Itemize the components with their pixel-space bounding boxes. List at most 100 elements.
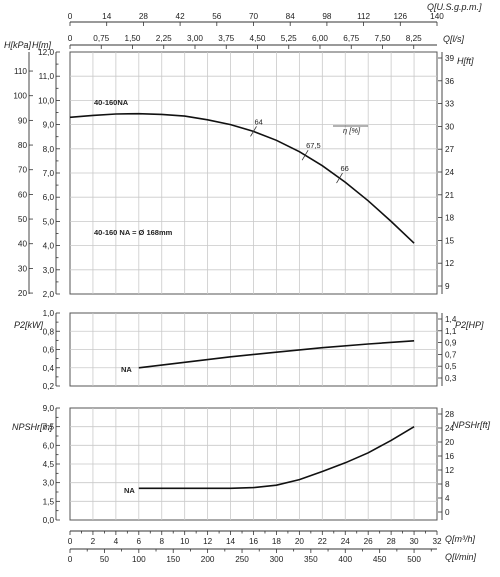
power-left-tick-label: 0,6 (43, 346, 55, 355)
usgpm-tick-label: 84 (286, 12, 296, 21)
ls-tick-label: 6,00 (312, 34, 328, 43)
head-curve-label: 40-160NA (94, 98, 129, 107)
head-left-tick-label: 100 (13, 92, 27, 101)
head-curve-0 (69, 112, 415, 244)
power-right-tick-label: 0,9 (445, 339, 457, 348)
usgpm-tick-label: 98 (322, 12, 332, 21)
usgpm-tick-label: 56 (212, 12, 222, 21)
efficiency-mark-label: 67,5 (306, 141, 321, 150)
usgpm-tick-label: 70 (249, 12, 259, 21)
m3h-tick-label: 28 (387, 537, 397, 546)
head-left-tick-label: 20 (18, 289, 28, 298)
power-curve-label: NA (121, 365, 132, 374)
efficiency-mark (250, 126, 257, 137)
usgpm-tick-label: 42 (176, 12, 186, 21)
ls-tick-label: 2,25 (156, 34, 172, 43)
lmin-tick-label: 0 (68, 555, 73, 564)
head-right-tick-label: 15 (445, 236, 455, 245)
ls-tick-label: 4,50 (250, 34, 266, 43)
head-left-tick-label: 4,0 (43, 242, 55, 251)
m3h-tick-label: 2 (91, 537, 96, 546)
head-left-tick-label: 40 (18, 240, 28, 249)
impeller-note: 40-160 NA = Ø 168mm (94, 228, 173, 237)
usgpm-tick-label: 112 (357, 12, 370, 21)
usgpm-tick-label: 0 (68, 12, 73, 21)
m3h-tick-label: 32 (432, 537, 442, 546)
ls-axis-title: Q[l/s] (443, 34, 465, 44)
ls-tick-label: 5,25 (281, 34, 297, 43)
npsh-right-tick-label: 12 (445, 466, 455, 475)
head-right-tick-label: 21 (445, 191, 455, 200)
head-left-tick-label: 2,0 (43, 290, 55, 299)
npsh-left-tick-label: 7,5 (43, 423, 55, 432)
ls-tick-label: 3,00 (187, 34, 203, 43)
lmin-tick-label: 150 (166, 555, 180, 564)
power-curve-0 (138, 340, 415, 369)
lmin-tick-label: 350 (304, 555, 318, 564)
npsh-m-axis-title: NPSHr[m] (12, 422, 53, 432)
usgpm-tick-label: 140 (430, 12, 444, 21)
lmin-tick-label: 100 (132, 555, 146, 564)
npsh-ft-axis-title: NPSHr[ft] (452, 420, 491, 430)
npsh-right-tick-label: 4 (445, 494, 450, 503)
power-right-tick-label: 1,1 (445, 327, 457, 336)
npsh-right-tick-label: 16 (445, 452, 455, 461)
m3h-tick-label: 24 (341, 537, 351, 546)
npsh-left-tick-label: 3,0 (43, 479, 55, 488)
npsh-left-tick-label: 0,0 (43, 516, 55, 525)
head-left-tick-label: 8,0 (43, 145, 55, 154)
ls-tick-label: 0 (68, 34, 73, 43)
ls-tick-label: 1,50 (125, 34, 141, 43)
lmin-tick-label: 250 (235, 555, 249, 564)
head-m-axis-title: H[m] (32, 40, 51, 50)
head-left-tick-label: 10,0 (38, 96, 54, 105)
head-left-tick-label: 11,0 (39, 72, 55, 81)
ls-tick-label: 7,50 (375, 34, 391, 43)
head-right-tick-label: 27 (445, 145, 455, 154)
head-right-tick-label: 24 (445, 168, 455, 177)
m3h-tick-label: 30 (410, 537, 420, 546)
m3h-tick-label: 12 (203, 537, 213, 546)
head-right-tick-label: 36 (445, 77, 455, 86)
m3h-tick-label: 6 (137, 537, 142, 546)
npsh-right-tick-label: 28 (445, 410, 455, 419)
head-right-tick-label: 18 (445, 214, 455, 223)
npsh-curve-0 (138, 426, 415, 490)
lmin-tick-label: 400 (338, 555, 352, 564)
m3h-tick-label: 4 (114, 537, 119, 546)
power-right-tick-label: 0,5 (445, 362, 457, 371)
head-left-tick-label: 110 (14, 67, 27, 76)
head-left-tick-label: 50 (18, 215, 28, 224)
m3h-tick-label: 8 (159, 537, 164, 546)
m3h-tick-label: 10 (180, 537, 190, 546)
power-hp-axis-title: P2[HP] (455, 320, 484, 330)
m3h-tick-label: 0 (68, 537, 73, 546)
usgpm-tick-label: 126 (393, 12, 407, 21)
head-left-tick-label: 80 (18, 141, 28, 150)
power-left-tick-label: 0,8 (43, 327, 55, 336)
power-chart: 0,2 0,4 0,6 0,8 1,0 0,3 0,5 0,7 0,9 1,1 1,4 P2[kW] P… (14, 309, 484, 391)
efficiency-label: η [%] (343, 126, 361, 135)
head-right-tick-label: 9 (445, 282, 450, 291)
head-left-tick-label: 6,0 (43, 193, 55, 202)
npsh-left-tick-label: 9,0 (43, 404, 55, 413)
m3h-tick-label: 22 (318, 537, 328, 546)
m3h-tick-label: 14 (226, 537, 236, 546)
m3h-axis-title: Q[m³/h] (445, 534, 476, 544)
head-left-tick-label: 7,0 (43, 169, 55, 178)
power-right-tick-label: 0,7 (445, 350, 457, 359)
bottom-flow-axes: 0 2 4 6 8 10 12 14 16 18 20 22 24 26 28 30 32 Q[m³/h]0 50 1… (68, 530, 477, 564)
lmin-tick-label: 300 (270, 555, 284, 564)
power-left-tick-label: 0,2 (43, 382, 55, 391)
lmin-tick-label: 500 (407, 555, 421, 564)
npsh-left-tick-label: 4,5 (43, 460, 55, 469)
npsh-left-tick-label: 6,0 (43, 441, 55, 450)
head-left-tick-label: 70 (18, 166, 28, 175)
head-left-tick-label: 3,0 (43, 266, 55, 275)
head-left-tick-label: 30 (18, 264, 28, 273)
m3h-tick-label: 18 (272, 537, 282, 546)
head-kpa-axis-title: H[kPa] (4, 40, 32, 50)
efficiency-mark (301, 150, 309, 161)
